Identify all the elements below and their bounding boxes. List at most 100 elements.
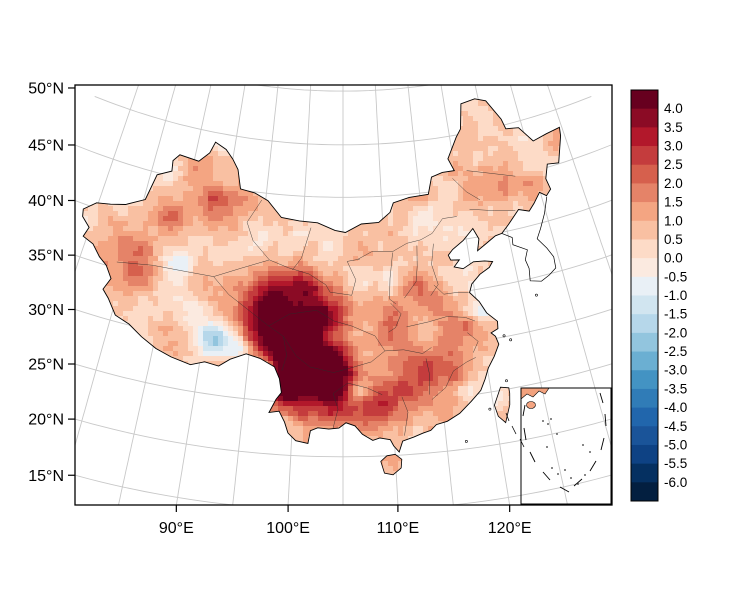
x-axis-label: 90°E — [159, 520, 194, 537]
colorbar-segment — [631, 332, 658, 352]
colorbar-segment — [631, 276, 658, 296]
island-dot — [505, 379, 508, 383]
colorbar-tick-label: -3.0 — [664, 363, 687, 378]
colorbar-tick-label: -4.0 — [664, 400, 687, 415]
island-dot — [509, 338, 513, 342]
colorbar-tick-label: 3.5 — [664, 120, 683, 135]
y-axis-label: 50°N — [28, 80, 64, 97]
colorbar-segment — [631, 146, 658, 166]
inset-dash-line — [604, 413, 607, 427]
inset-dash-line — [573, 478, 583, 487]
y-axis-label: 40°N — [28, 193, 64, 210]
inset-island-dot — [542, 420, 544, 422]
colorbar-tick-label: -5.5 — [664, 456, 687, 471]
colorbar-tick-label: 2.0 — [664, 176, 683, 191]
south-china-sea-inset — [520, 387, 612, 505]
inset-island-dot — [551, 467, 553, 469]
inset-island-dot — [570, 477, 572, 479]
colorbar: 4.0 3.5 3.0 2.5 2.0 1.5 1.0 0.5 0.0 -0.5 -1.0 -1.5 -… — [630, 89, 687, 502]
inset-dash-line — [522, 404, 526, 417]
colorbar-tick-label: -6.0 — [664, 475, 687, 490]
inset-dash-line — [599, 392, 604, 404]
colorbar-segment — [631, 258, 658, 278]
inset-hainan — [526, 401, 536, 409]
colorbar-tick-label: -2.5 — [664, 344, 687, 359]
island-dot — [502, 334, 506, 338]
island-dot — [464, 440, 468, 443]
y-axis-label: 15°N — [28, 468, 64, 485]
inset-island-dot — [582, 444, 584, 446]
colorbar-segment — [631, 482, 658, 502]
x-axis-label: 110°E — [377, 520, 420, 537]
colorbar-segment — [631, 314, 658, 334]
colorbar-segment — [631, 407, 658, 427]
inset-island-dot — [557, 473, 559, 475]
island-dot — [535, 293, 538, 297]
colorbar-segment — [631, 164, 658, 184]
colorbar-segment — [631, 183, 658, 203]
inset-island-dot — [577, 483, 579, 485]
plot-frame — [74, 84, 613, 506]
inset-dash-line — [589, 460, 597, 472]
inset-dash-line — [559, 486, 570, 493]
inset-island-dot — [556, 433, 558, 435]
national-boundaries — [82, 98, 562, 476]
inset-island-dot — [584, 474, 586, 476]
y-axis-label: 30°N — [28, 302, 64, 319]
colorbar-tick-label: -1.0 — [664, 288, 687, 303]
inset-dash-line — [529, 451, 536, 463]
colorbar-segment — [631, 426, 658, 446]
colorbar-tick-label: -2.0 — [664, 325, 687, 340]
inset-mainland-corner — [520, 387, 550, 400]
inset-dash-line — [542, 471, 551, 481]
colorbar-tick-label: 2.5 — [664, 157, 683, 172]
colorbar-tick-label: -5.0 — [664, 437, 687, 452]
colorbar-tick-label: 0.0 — [664, 251, 683, 266]
colorbar-tick-label: 1.0 — [664, 213, 683, 228]
colorbar-tick-label: -0.5 — [664, 269, 687, 284]
colorbar-segment — [631, 388, 658, 408]
colorbar-segment — [631, 220, 658, 240]
colorbar-segment — [631, 295, 658, 315]
colorbar-tick-label: 3.0 — [664, 139, 683, 154]
province-borders — [116, 170, 516, 436]
colorbar-segment — [631, 463, 658, 483]
x-axis-label: 120°E — [488, 520, 532, 537]
colorbar-segment — [631, 444, 658, 465]
colorbar-tick-label: -1.5 — [664, 307, 687, 322]
dash-line-mark — [511, 425, 517, 435]
dash-line-mark — [505, 412, 510, 422]
colorbar-tick-label: 1.5 — [664, 195, 683, 210]
x-axis-label: 100°E — [266, 520, 310, 537]
y-axis-label: 45°N — [28, 137, 64, 154]
inset-island-dot — [550, 418, 552, 420]
y-axis-label: 25°N — [28, 357, 64, 374]
inset-island-dot — [547, 423, 549, 425]
y-axis-label: 20°N — [28, 412, 64, 429]
anomaly-field — [82, 98, 561, 475]
colorbar-tick-label: -3.5 — [664, 381, 687, 396]
y-axis-label: 35°N — [28, 248, 64, 265]
colorbar-segment — [631, 351, 658, 371]
colorbar-segment — [631, 239, 658, 259]
colorbar-tick-label: 0.5 — [664, 232, 683, 247]
korea-coastline — [501, 196, 557, 282]
colorbar-segment — [631, 202, 658, 222]
inset-island-dot — [546, 446, 548, 448]
colorbar-frame — [630, 89, 659, 502]
island-dot — [488, 407, 492, 411]
colorbar-segment — [631, 108, 658, 128]
colorbar-segment — [631, 90, 658, 110]
colorbar-segment — [631, 370, 658, 390]
inset-dash-line — [600, 437, 605, 451]
colorbar-tick-label: -4.5 — [664, 419, 687, 434]
inset-frame — [520, 387, 612, 505]
colorbar-tick-label: 4.0 — [664, 101, 683, 116]
inset-island-dot — [589, 451, 591, 453]
axes: 50°N 45°N 40°N 35°N 30°N 25°N 20°N 15°N 90°E 100°… — [28, 80, 531, 537]
inset-dash-line — [523, 427, 527, 441]
colorbar-segment — [631, 127, 658, 147]
inset-island-dot — [564, 469, 566, 471]
